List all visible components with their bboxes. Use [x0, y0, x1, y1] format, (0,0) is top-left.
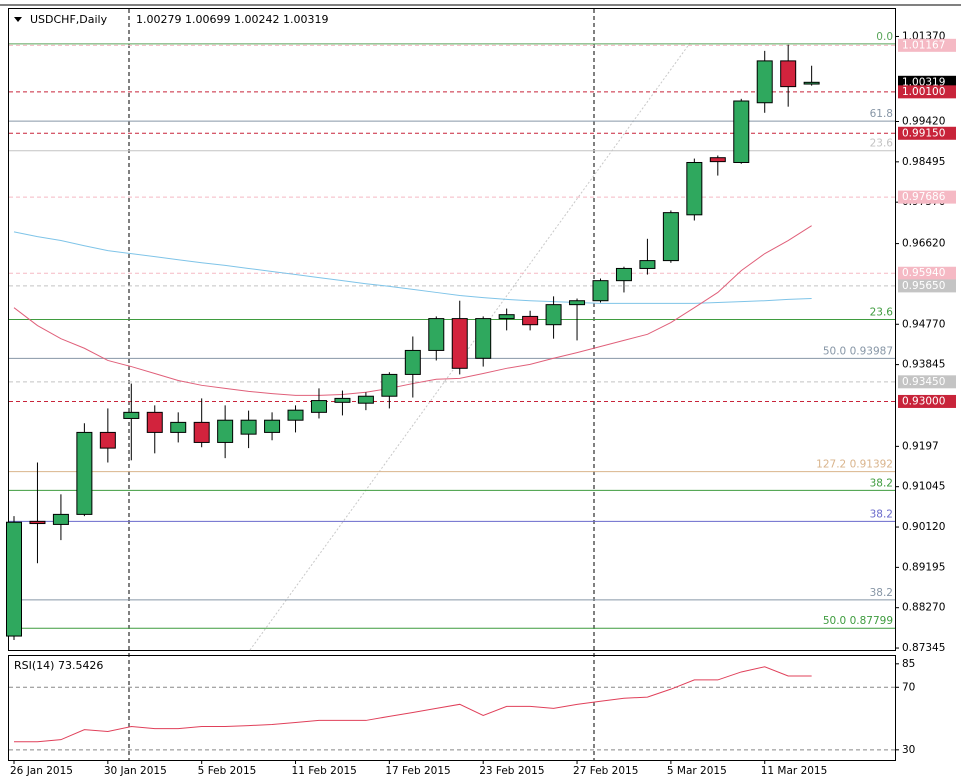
y-tick-label: 0.9197: [902, 440, 939, 452]
y-tick-label: 0.93845: [902, 359, 945, 371]
menu-icon[interactable]: [14, 17, 22, 22]
price-tag: [898, 375, 956, 389]
price-tag: [898, 85, 956, 99]
candle-body: [217, 419, 234, 443]
x-tick-label: 30 Jan 2015: [104, 765, 167, 777]
level-label: 23.6: [870, 138, 894, 150]
candle-body: [264, 419, 281, 433]
candle-body: [733, 100, 750, 163]
price-tag: [898, 266, 956, 280]
candle-body: [475, 318, 492, 359]
price-tag-label: 0.93450: [902, 376, 945, 388]
moving-average: [13, 231, 812, 304]
candle-body: [545, 304, 562, 326]
candle-body: [428, 318, 445, 351]
y-tick-label: 0.94770: [902, 318, 945, 330]
x-tick-label: 26 Jan 2015: [10, 765, 73, 777]
candle-body: [123, 411, 140, 419]
fibo-trendline: [249, 42, 691, 651]
candle-body: [193, 421, 210, 443]
candle-body: [76, 431, 93, 515]
candle-body: [569, 300, 586, 306]
candle-body: [780, 60, 797, 88]
x-tick-label: 27 Feb 2015: [573, 765, 638, 777]
y-tick-label: 0.89195: [902, 561, 945, 573]
candle-body: [662, 212, 679, 262]
rsi-tick-label: 30: [902, 744, 915, 756]
level-label: 50.0 0.93987: [823, 345, 893, 357]
price-tag: [898, 394, 956, 408]
candle-body: [686, 161, 703, 216]
candle-body: [310, 400, 327, 413]
candle-body: [52, 513, 69, 525]
rsi-line: [14, 666, 812, 743]
candle-body: [592, 280, 609, 302]
price-tag: [898, 38, 956, 52]
price-tag-label: 0.95940: [902, 267, 945, 279]
price-tag-label: 0.95650: [902, 280, 945, 292]
candle-body: [240, 419, 257, 435]
rsi-label: RSI(14) 73.5426: [14, 659, 103, 672]
y-tick-label: 0.96620: [902, 238, 945, 250]
y-tick-label: 0.91045: [902, 481, 945, 493]
level-label: 23.6: [870, 306, 894, 318]
candle-body: [287, 409, 304, 421]
price-tag-label: 0.99150: [902, 127, 945, 139]
candle-body: [639, 260, 656, 269]
level-label: 127.2 0.91392: [816, 459, 893, 471]
x-tick-label: 23 Feb 2015: [479, 765, 544, 777]
level-label: 38.2: [870, 477, 893, 489]
candle-body: [6, 521, 22, 637]
level-label: 61.8: [870, 108, 893, 120]
candle-body: [498, 314, 515, 320]
price-tag: [898, 279, 956, 293]
x-tick-label: 5 Mar 2015: [667, 765, 727, 777]
x-tick-label: 5 Feb 2015: [198, 765, 257, 777]
candle-body: [709, 157, 726, 163]
candle-body: [29, 520, 46, 525]
level-label: 0.0: [876, 31, 893, 43]
candle-body: [146, 411, 163, 433]
candle-body: [756, 60, 773, 104]
price-tag-label: 0.97686: [902, 191, 946, 203]
candle-body: [615, 267, 632, 282]
price-tag-label: 1.01167: [902, 39, 945, 51]
y-tick-label: 0.99420: [902, 116, 945, 128]
rsi-tick-label: 85: [902, 658, 915, 670]
rsi-frame: [8, 655, 896, 761]
candle-body: [357, 395, 374, 404]
x-tick-label: 17 Feb 2015: [385, 765, 450, 777]
y-tick-label: 0.87345: [902, 642, 945, 654]
rsi-tick-label: 70: [902, 681, 915, 693]
chart-title: USDCHF,Daily: [30, 13, 108, 26]
y-tick-label: 0.88270: [902, 602, 945, 614]
y-tick-label: 0.98495: [902, 156, 945, 168]
candle-body: [522, 315, 539, 326]
candle-body: [451, 318, 468, 369]
ohlc-header: 1.00279 1.00699 1.00242 1.00319: [136, 13, 328, 26]
x-tick-label: 11 Feb 2015: [292, 765, 357, 777]
price-tag: [898, 126, 956, 140]
candle-body: [381, 373, 398, 397]
price-tag: [898, 190, 956, 204]
candle-body: [170, 421, 187, 433]
price-tag-label: 1.00100: [902, 86, 945, 98]
candle-body: [334, 397, 351, 403]
candle-body: [99, 431, 116, 449]
price-tag-label: 1.00319: [902, 76, 945, 88]
candle-body: [404, 349, 421, 375]
level-label: 38.2: [870, 587, 893, 599]
price-tag-label: 0.93000: [902, 395, 945, 407]
x-tick-label: 11 Mar 2015: [761, 765, 828, 777]
y-tick-label: 0.90120: [902, 521, 945, 533]
main-frame: [8, 8, 896, 651]
candle-body: [803, 81, 820, 85]
level-label: 38.2: [870, 508, 893, 520]
level-label: 50.0 0.87799: [823, 615, 893, 627]
